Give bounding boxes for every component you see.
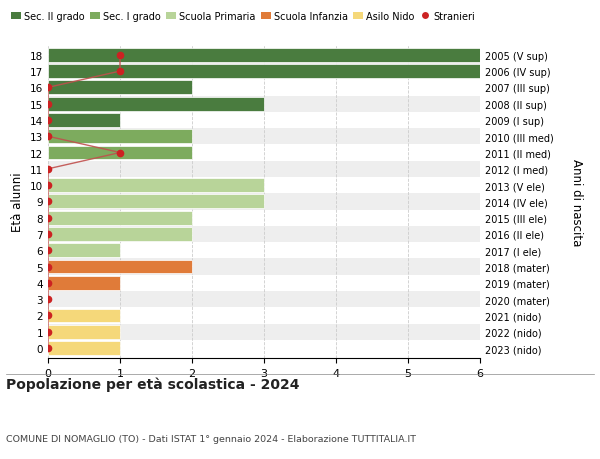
Bar <box>48 178 480 194</box>
Bar <box>48 324 480 340</box>
Bar <box>48 275 480 291</box>
Text: Popolazione per età scolastica - 2024: Popolazione per età scolastica - 2024 <box>6 376 299 391</box>
Text: COMUNE DI NOMAGLIO (TO) - Dati ISTAT 1° gennaio 2024 - Elaborazione TUTTITALIA.I: COMUNE DI NOMAGLIO (TO) - Dati ISTAT 1° … <box>6 434 416 442</box>
Bar <box>48 340 480 356</box>
Bar <box>48 308 480 324</box>
Bar <box>48 114 120 128</box>
Bar <box>48 195 264 209</box>
Legend: Sec. II grado, Sec. I grado, Scuola Primaria, Scuola Infanzia, Asilo Nido, Stran: Sec. II grado, Sec. I grado, Scuola Prim… <box>11 12 475 22</box>
Bar <box>48 194 480 210</box>
Bar <box>48 129 480 145</box>
Bar <box>48 179 264 193</box>
Bar <box>48 65 480 79</box>
Bar <box>48 309 120 323</box>
Bar <box>48 81 192 95</box>
Bar <box>48 325 120 339</box>
Bar <box>48 341 120 355</box>
Bar <box>48 49 480 62</box>
Bar <box>48 146 192 160</box>
Bar <box>48 112 480 129</box>
Bar <box>48 97 264 112</box>
Bar <box>48 243 480 259</box>
Y-axis label: Età alunni: Età alunni <box>11 172 25 232</box>
Bar <box>48 291 480 308</box>
Bar <box>48 260 192 274</box>
Bar <box>48 96 480 112</box>
Bar <box>48 161 480 178</box>
Bar <box>48 130 192 144</box>
Bar <box>48 145 480 161</box>
Bar <box>48 259 480 275</box>
Bar <box>48 228 192 241</box>
Bar <box>48 64 480 80</box>
Bar <box>48 48 480 64</box>
Bar <box>48 276 120 290</box>
Bar <box>48 211 192 225</box>
Bar <box>48 226 480 243</box>
Bar <box>48 244 120 257</box>
Bar <box>48 210 480 226</box>
Bar <box>48 80 480 96</box>
Y-axis label: Anni di nascita: Anni di nascita <box>570 158 583 246</box>
